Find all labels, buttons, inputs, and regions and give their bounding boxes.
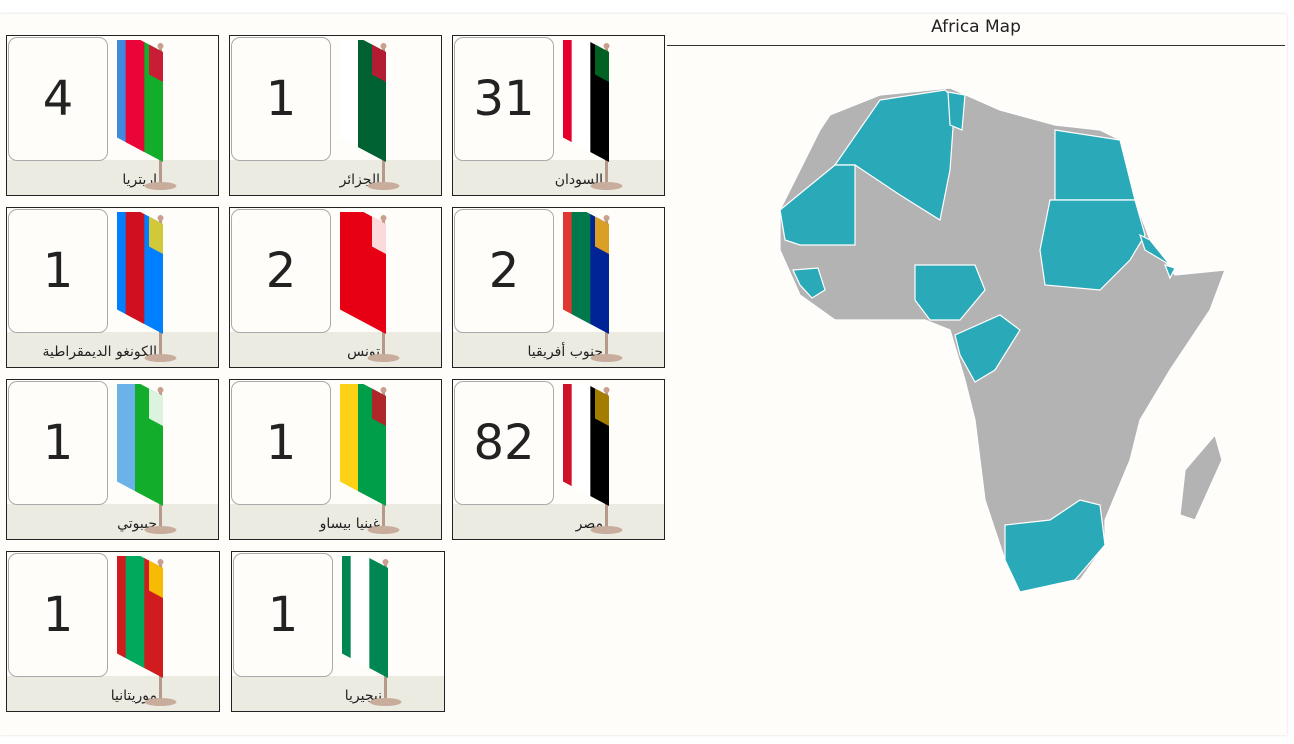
country-name: الكونغو الديمقراطية (42, 344, 157, 360)
country-card[interactable]: إريتريا 4 (6, 35, 219, 196)
country-sudan[interactable] (1039, 199, 1146, 291)
flag-stripe (350, 556, 370, 669)
country-card[interactable]: موريتانيا 1 (6, 551, 220, 712)
flag-icon (117, 212, 177, 362)
country-name: موريتانيا (110, 688, 157, 704)
flag-icon (117, 556, 177, 706)
flag-icon (563, 212, 623, 362)
flag-stripe (340, 212, 386, 334)
map-title-divider (667, 45, 1285, 46)
card-label-strip (7, 332, 218, 367)
flag-icon (340, 384, 400, 534)
country-name: جنوب أفريقيا (527, 344, 603, 360)
flag-stripe (340, 40, 358, 148)
flag-icon (117, 40, 177, 190)
country-mauritania[interactable] (779, 164, 856, 246)
flag-icon (563, 384, 623, 534)
flag-stripe (571, 212, 591, 325)
country-card[interactable]: نيجيريا 1 (231, 551, 445, 712)
flag-icon (563, 40, 623, 190)
card-label-strip (7, 676, 219, 711)
country-guinea-bissau[interactable] (792, 267, 826, 299)
flag-stripe (117, 212, 126, 315)
flag-icon (117, 384, 177, 534)
card-label-strip (7, 504, 218, 539)
country-card[interactable]: غينيا بيساو 1 (229, 379, 442, 540)
flag-stripe (117, 40, 126, 143)
flag-stripe (125, 212, 145, 325)
flag-stripe (571, 384, 591, 497)
country-djibouti[interactable] (1164, 264, 1176, 280)
country-name: السودان (554, 172, 603, 188)
flag-stripe (125, 556, 145, 669)
country-card[interactable]: السودان 31 (452, 35, 665, 196)
count-value: 2 (454, 209, 554, 333)
count-value: 1 (8, 381, 108, 505)
count-value: 1 (233, 553, 333, 677)
flag-stripe (117, 384, 135, 492)
country-card[interactable]: مصر 82 (452, 379, 665, 540)
count-value: 2 (231, 209, 331, 333)
card-label-strip (7, 160, 218, 195)
count-value: 82 (454, 381, 554, 505)
count-value: 4 (8, 37, 108, 161)
card-label-strip (230, 504, 441, 539)
country-card[interactable]: الكونغو الديمقراطية 1 (6, 207, 219, 368)
country-card[interactable]: تونس 2 (229, 207, 442, 368)
flag-stripe (571, 40, 591, 153)
map-title: Africa Map (931, 17, 1021, 37)
country-card[interactable]: جيبوتي 1 (6, 379, 219, 540)
card-label-strip (453, 332, 664, 367)
country-eritrea[interactable] (1138, 233, 1171, 266)
country-name: غينيا بيساو (319, 516, 380, 532)
card-label-strip (230, 332, 441, 367)
flag-icon (340, 40, 400, 190)
flag-icon (342, 556, 402, 706)
flag-stripe (117, 556, 126, 659)
country-card[interactable]: جنوب أفريقيا 2 (452, 207, 665, 368)
card-label-strip (232, 676, 444, 711)
count-value: 1 (231, 381, 331, 505)
country-algeria[interactable] (833, 89, 956, 221)
flag-stripe (125, 40, 145, 153)
flag-icon (340, 212, 400, 362)
country-nigeria[interactable] (914, 264, 986, 321)
card-label-strip (230, 160, 441, 195)
card-label-strip (453, 504, 664, 539)
flag-stripe (340, 384, 358, 492)
flag-stripe (342, 556, 351, 659)
country-tunisia[interactable] (947, 91, 966, 131)
count-value: 1 (8, 209, 108, 333)
country-congo[interactable] (954, 314, 1021, 383)
country-egypt[interactable] (1054, 129, 1136, 201)
country-card[interactable]: الجزائر 1 (229, 35, 442, 196)
madagascar[interactable] (1179, 433, 1223, 521)
count-value: 1 (231, 37, 331, 161)
flag-stripe (563, 40, 572, 143)
country-south-africa[interactable] (1004, 499, 1106, 593)
flag-stripe (563, 384, 572, 487)
card-label-strip (453, 160, 664, 195)
count-value: 31 (454, 37, 554, 161)
count-value: 1 (8, 553, 108, 677)
flag-stripe (563, 212, 572, 315)
